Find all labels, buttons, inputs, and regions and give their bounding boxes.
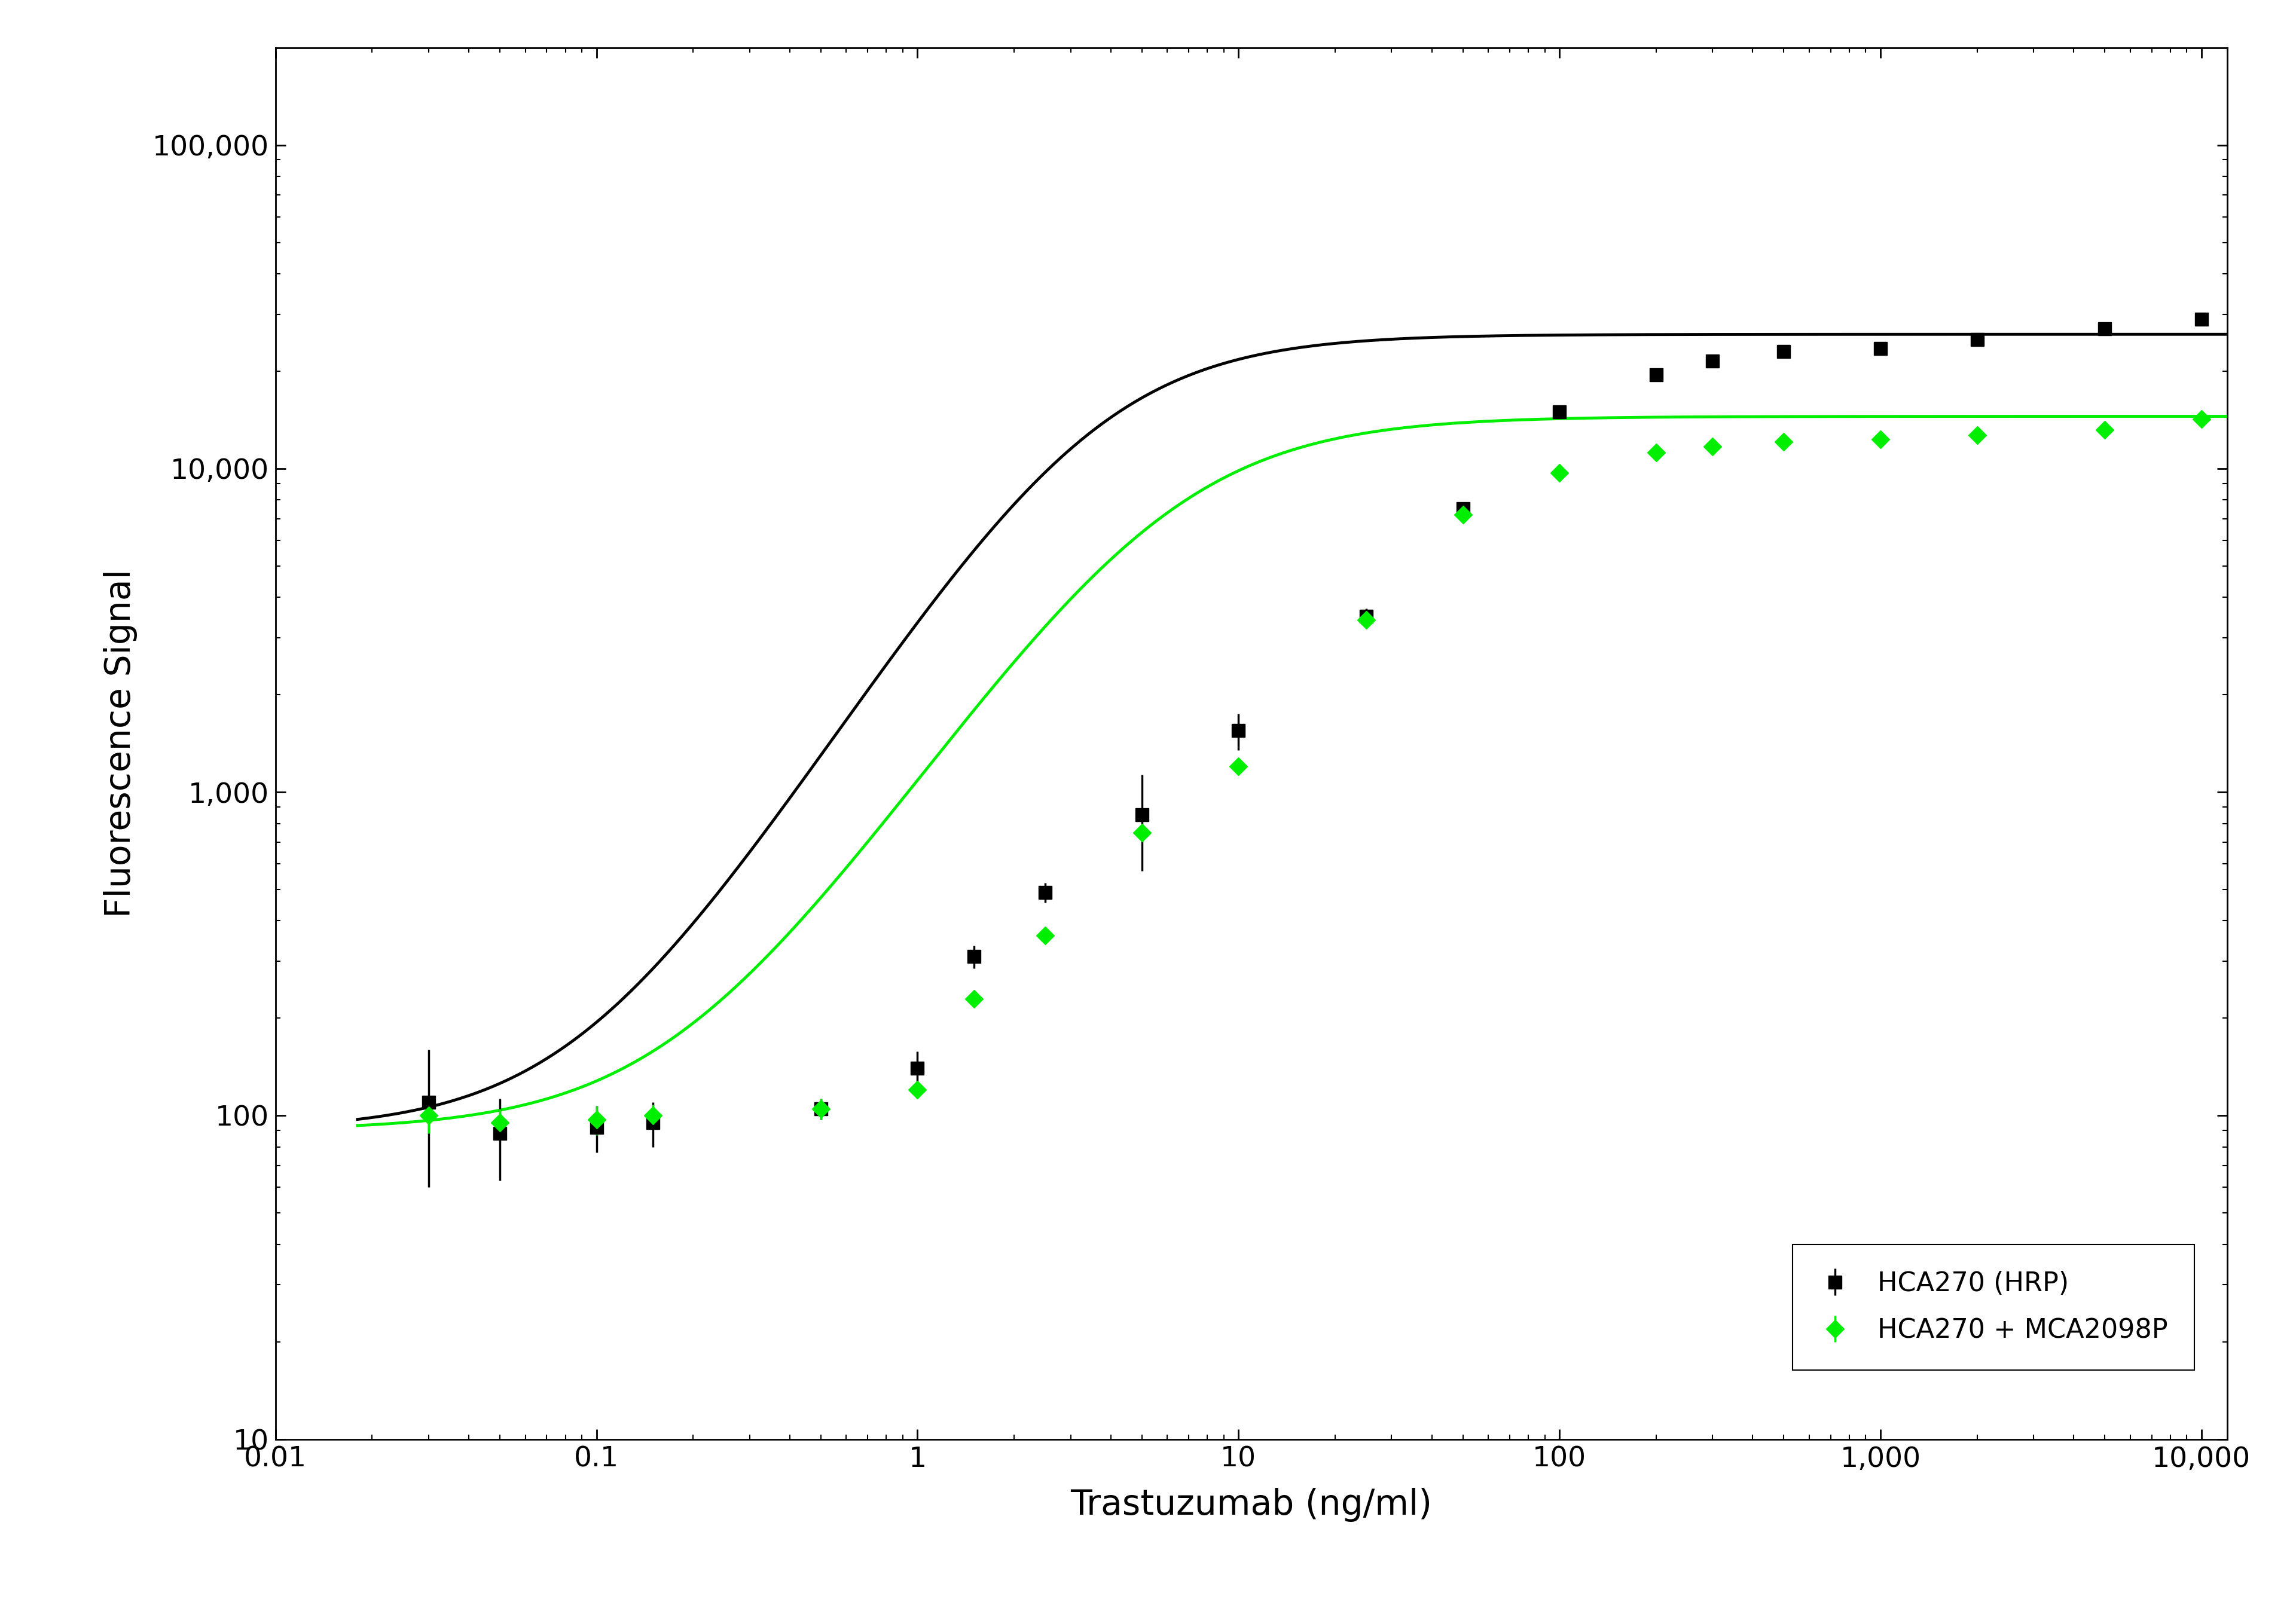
X-axis label: Trastuzumab (ng/ml): Trastuzumab (ng/ml)	[1070, 1487, 1433, 1522]
Y-axis label: Fluorescence Signal: Fluorescence Signal	[103, 569, 138, 918]
Legend: HCA270 (HRP), HCA270 + MCA2098P: HCA270 (HRP), HCA270 + MCA2098P	[1793, 1244, 2195, 1370]
